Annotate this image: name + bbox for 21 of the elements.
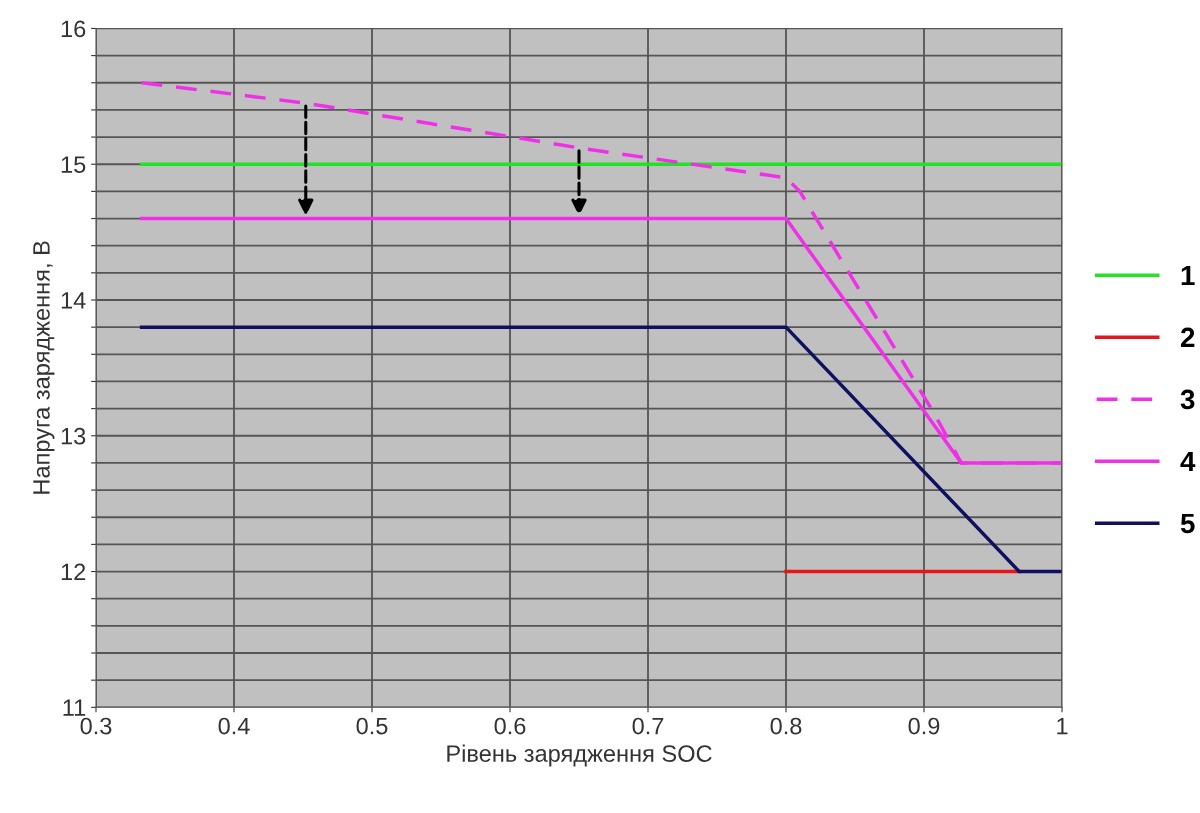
legend-label: 4 <box>1180 451 1196 472</box>
legend-label: 3 <box>1180 389 1195 410</box>
y-axis-title: Напруга зарядження, В <box>33 241 55 494</box>
x-tick-label: 0.6 <box>494 717 526 735</box>
x-tick-label: 0.5 <box>356 717 388 735</box>
x-tick-label: 0.9 <box>908 717 940 735</box>
x-tick-label: 0.4 <box>218 717 250 735</box>
legend-label: 2 <box>1180 327 1195 347</box>
x-tick-label: 0.8 <box>770 717 802 735</box>
y-tick-label: 15 <box>61 156 86 174</box>
x-tick-label: 0.7 <box>632 717 664 735</box>
legend-label: 5 <box>1180 513 1195 534</box>
y-tick-label: 14 <box>61 292 86 309</box>
x-tick-label: 1 <box>1057 717 1068 735</box>
x-tick-label: 0.3 <box>80 717 112 735</box>
y-tick-label: 11 <box>63 699 86 716</box>
y-tick-label: 12 <box>61 563 86 581</box>
y-tick-label: 13 <box>61 427 86 445</box>
x-axis-title: Рівень зарядження SOC <box>447 744 712 767</box>
y-tick-label: 16 <box>61 20 86 38</box>
legend-label: 1 <box>1181 265 1195 285</box>
